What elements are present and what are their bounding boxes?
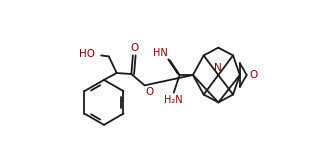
Text: H₂N: H₂N — [164, 95, 183, 105]
Text: O: O — [130, 44, 139, 54]
Text: HN: HN — [153, 48, 168, 58]
Text: HO: HO — [79, 50, 94, 59]
Text: N: N — [214, 63, 222, 74]
Text: O: O — [249, 70, 257, 80]
Text: O: O — [146, 87, 154, 97]
